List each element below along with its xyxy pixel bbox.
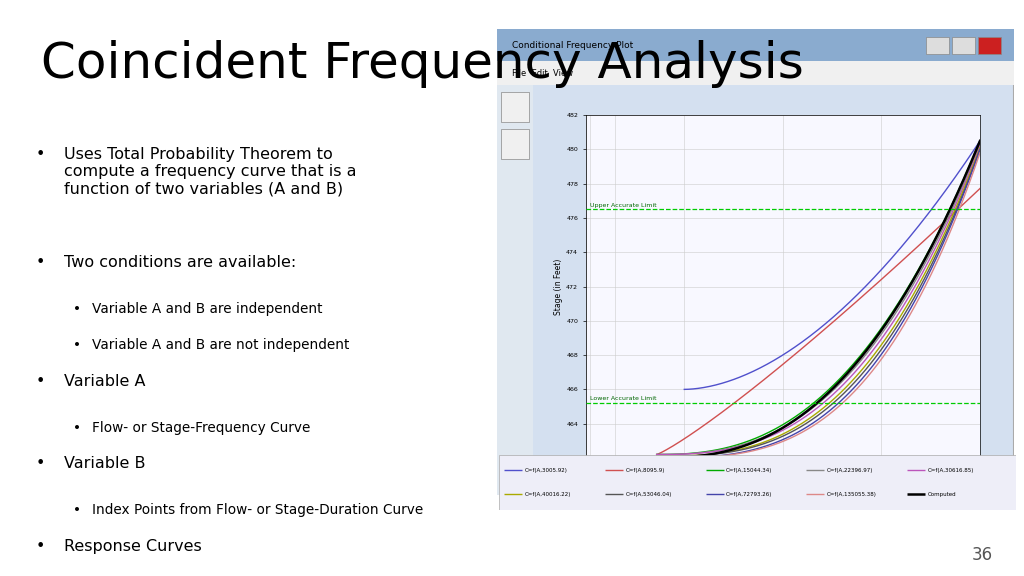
Text: C=f(A,53046.04): C=f(A,53046.04): [626, 492, 672, 497]
Text: Uses Total Probability Theorem to
compute a frequency curve that is a
function o: Uses Total Probability Theorem to comput…: [63, 147, 356, 196]
Text: Variable A and B are not independent: Variable A and B are not independent: [92, 338, 349, 352]
Text: •: •: [73, 420, 81, 435]
Text: C=f(A,8095.9): C=f(A,8095.9): [626, 468, 665, 473]
Bar: [978, 37, 1000, 55]
Text: File  Edit  View: File Edit View: [512, 69, 573, 78]
Text: Lower Accurate Limit: Lower Accurate Limit: [590, 396, 656, 401]
Text: Variable B: Variable B: [63, 456, 145, 471]
Text: •: •: [36, 255, 45, 270]
X-axis label: Probability: Probability: [762, 473, 804, 482]
Text: Variable A and B are independent: Variable A and B are independent: [92, 302, 323, 316]
Text: Response Curves: Response Curves: [63, 539, 202, 554]
Text: •: •: [36, 374, 45, 389]
Bar: [501, 129, 528, 160]
Text: C=f(A,30616.85): C=f(A,30616.85): [928, 468, 974, 473]
Bar: [501, 92, 528, 122]
Text: C=f(A,3005.92): C=f(A,3005.92): [524, 468, 567, 473]
Text: •: •: [73, 338, 81, 352]
Text: Computed: Computed: [928, 492, 956, 497]
Text: •: •: [36, 539, 45, 554]
Text: •: •: [73, 503, 81, 517]
Bar: [951, 37, 975, 55]
Text: C=f(A,15044.34): C=f(A,15044.34): [726, 468, 772, 473]
Text: Flow- or Stage-Frequency Curve: Flow- or Stage-Frequency Curve: [92, 420, 310, 435]
Y-axis label: Stage (in Feet): Stage (in Feet): [554, 259, 563, 314]
Text: •: •: [36, 456, 45, 471]
Text: C=f(A,40016.22): C=f(A,40016.22): [524, 492, 571, 497]
Text: C=f(A,72793.26): C=f(A,72793.26): [726, 492, 772, 497]
Text: C=f(A,22396.97): C=f(A,22396.97): [827, 468, 873, 473]
Text: Variable A: Variable A: [63, 374, 145, 389]
Text: 36: 36: [972, 547, 993, 564]
Text: Conditional Frequency Plot: Conditional Frequency Plot: [512, 41, 634, 50]
Text: Index Points from Flow- or Stage-Duration Curve: Index Points from Flow- or Stage-Duratio…: [92, 503, 423, 517]
Text: •: •: [73, 302, 81, 316]
Text: Upper Accurate Limit: Upper Accurate Limit: [590, 203, 656, 208]
Bar: [497, 29, 1014, 62]
Text: Two conditions are available:: Two conditions are available:: [63, 255, 296, 270]
Text: •: •: [36, 147, 45, 162]
Bar: [497, 85, 532, 495]
Text: Coincident Frequency Analysis: Coincident Frequency Analysis: [41, 40, 804, 88]
Bar: [926, 37, 949, 55]
Text: C=f(A,135055.38): C=f(A,135055.38): [827, 492, 877, 497]
Bar: [497, 62, 1014, 85]
